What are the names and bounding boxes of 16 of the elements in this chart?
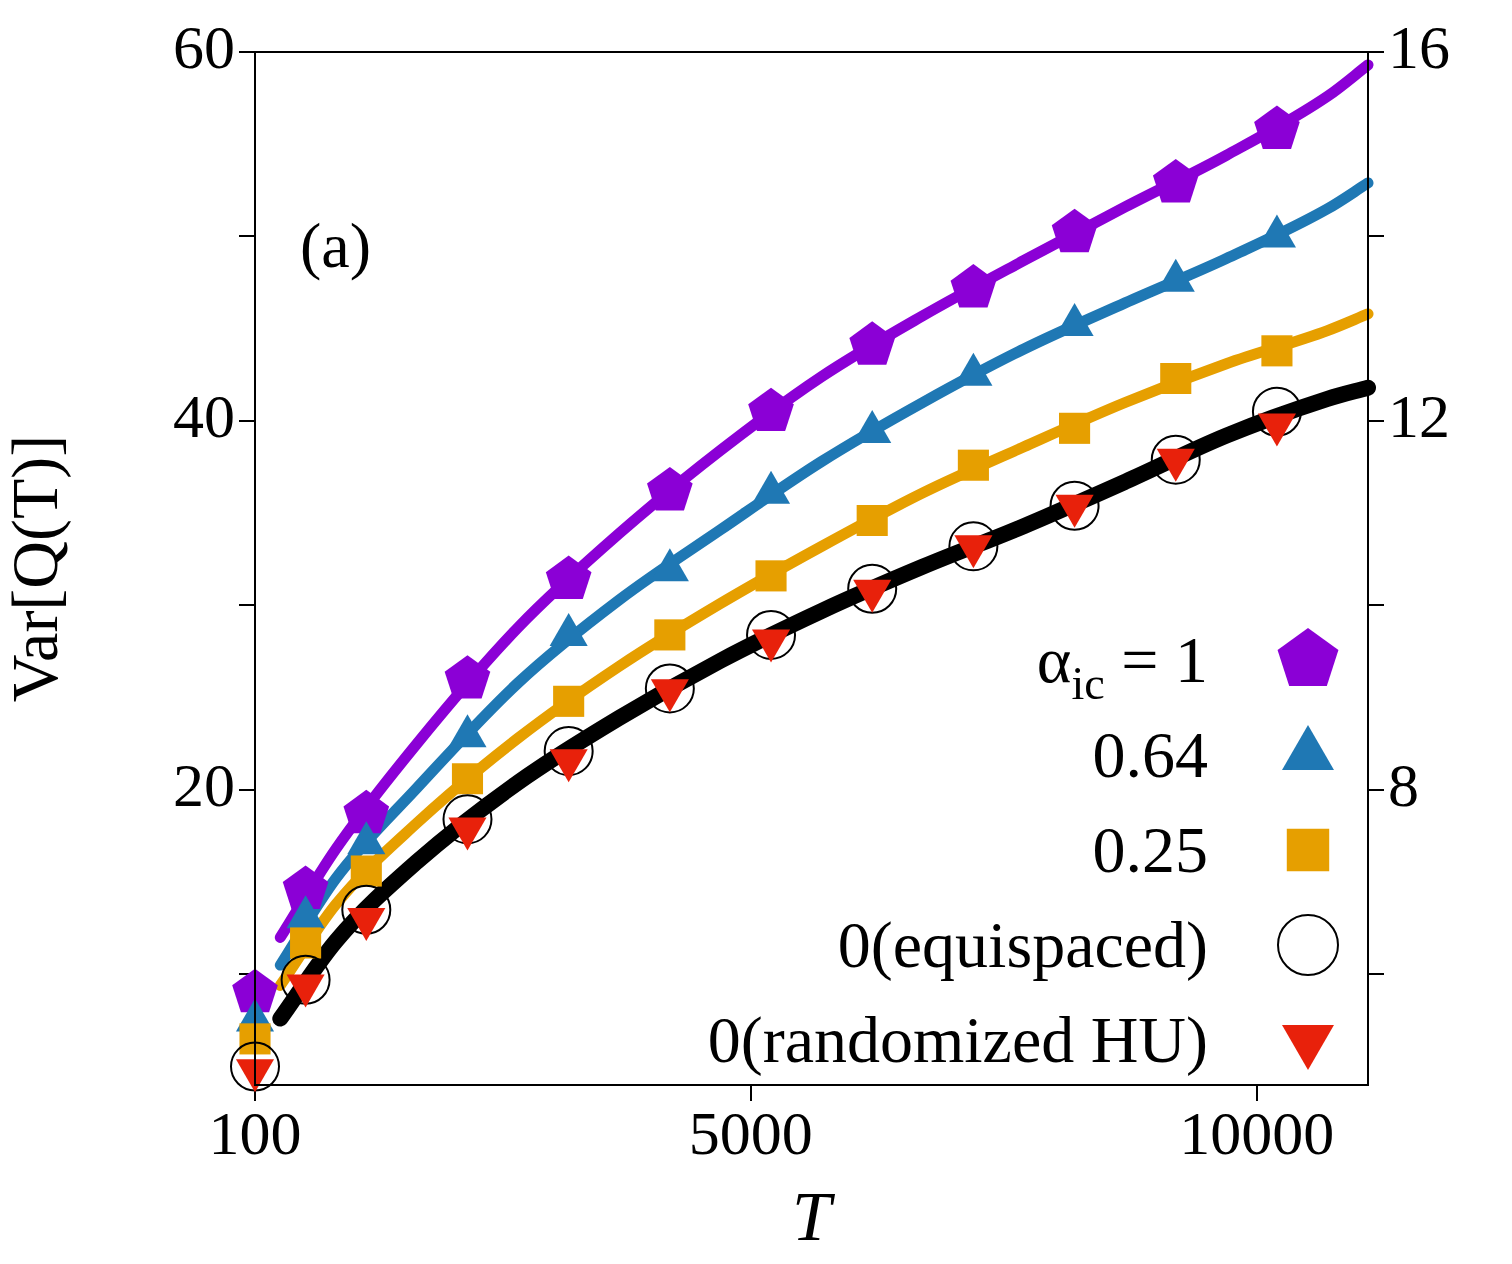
y-tick-label: 40 — [173, 382, 235, 451]
x-tick-label: 5000 — [688, 1099, 813, 1168]
y2-tick-label: 12 — [1388, 382, 1450, 451]
y2-tick-label: 16 — [1388, 13, 1450, 82]
legend-label: 0(equispaced) — [837, 908, 1208, 982]
y-axis-title: Var[Q(T)] — [0, 434, 72, 703]
y2-tick-label: 8 — [1388, 751, 1419, 820]
x-tick-label: 10000 — [1179, 1099, 1335, 1168]
x-tick-label: 100 — [208, 1099, 302, 1168]
legend-label: 0.64 — [1092, 718, 1208, 791]
x-axis-title: T — [792, 1178, 837, 1256]
legend-label: 0.25 — [1092, 813, 1208, 886]
y-tick-label: 20 — [173, 751, 235, 820]
y-tick-label: 60 — [173, 13, 235, 82]
legend-label: 0(randomized HU) — [707, 1003, 1209, 1077]
annotation: (a) — [300, 210, 372, 281]
